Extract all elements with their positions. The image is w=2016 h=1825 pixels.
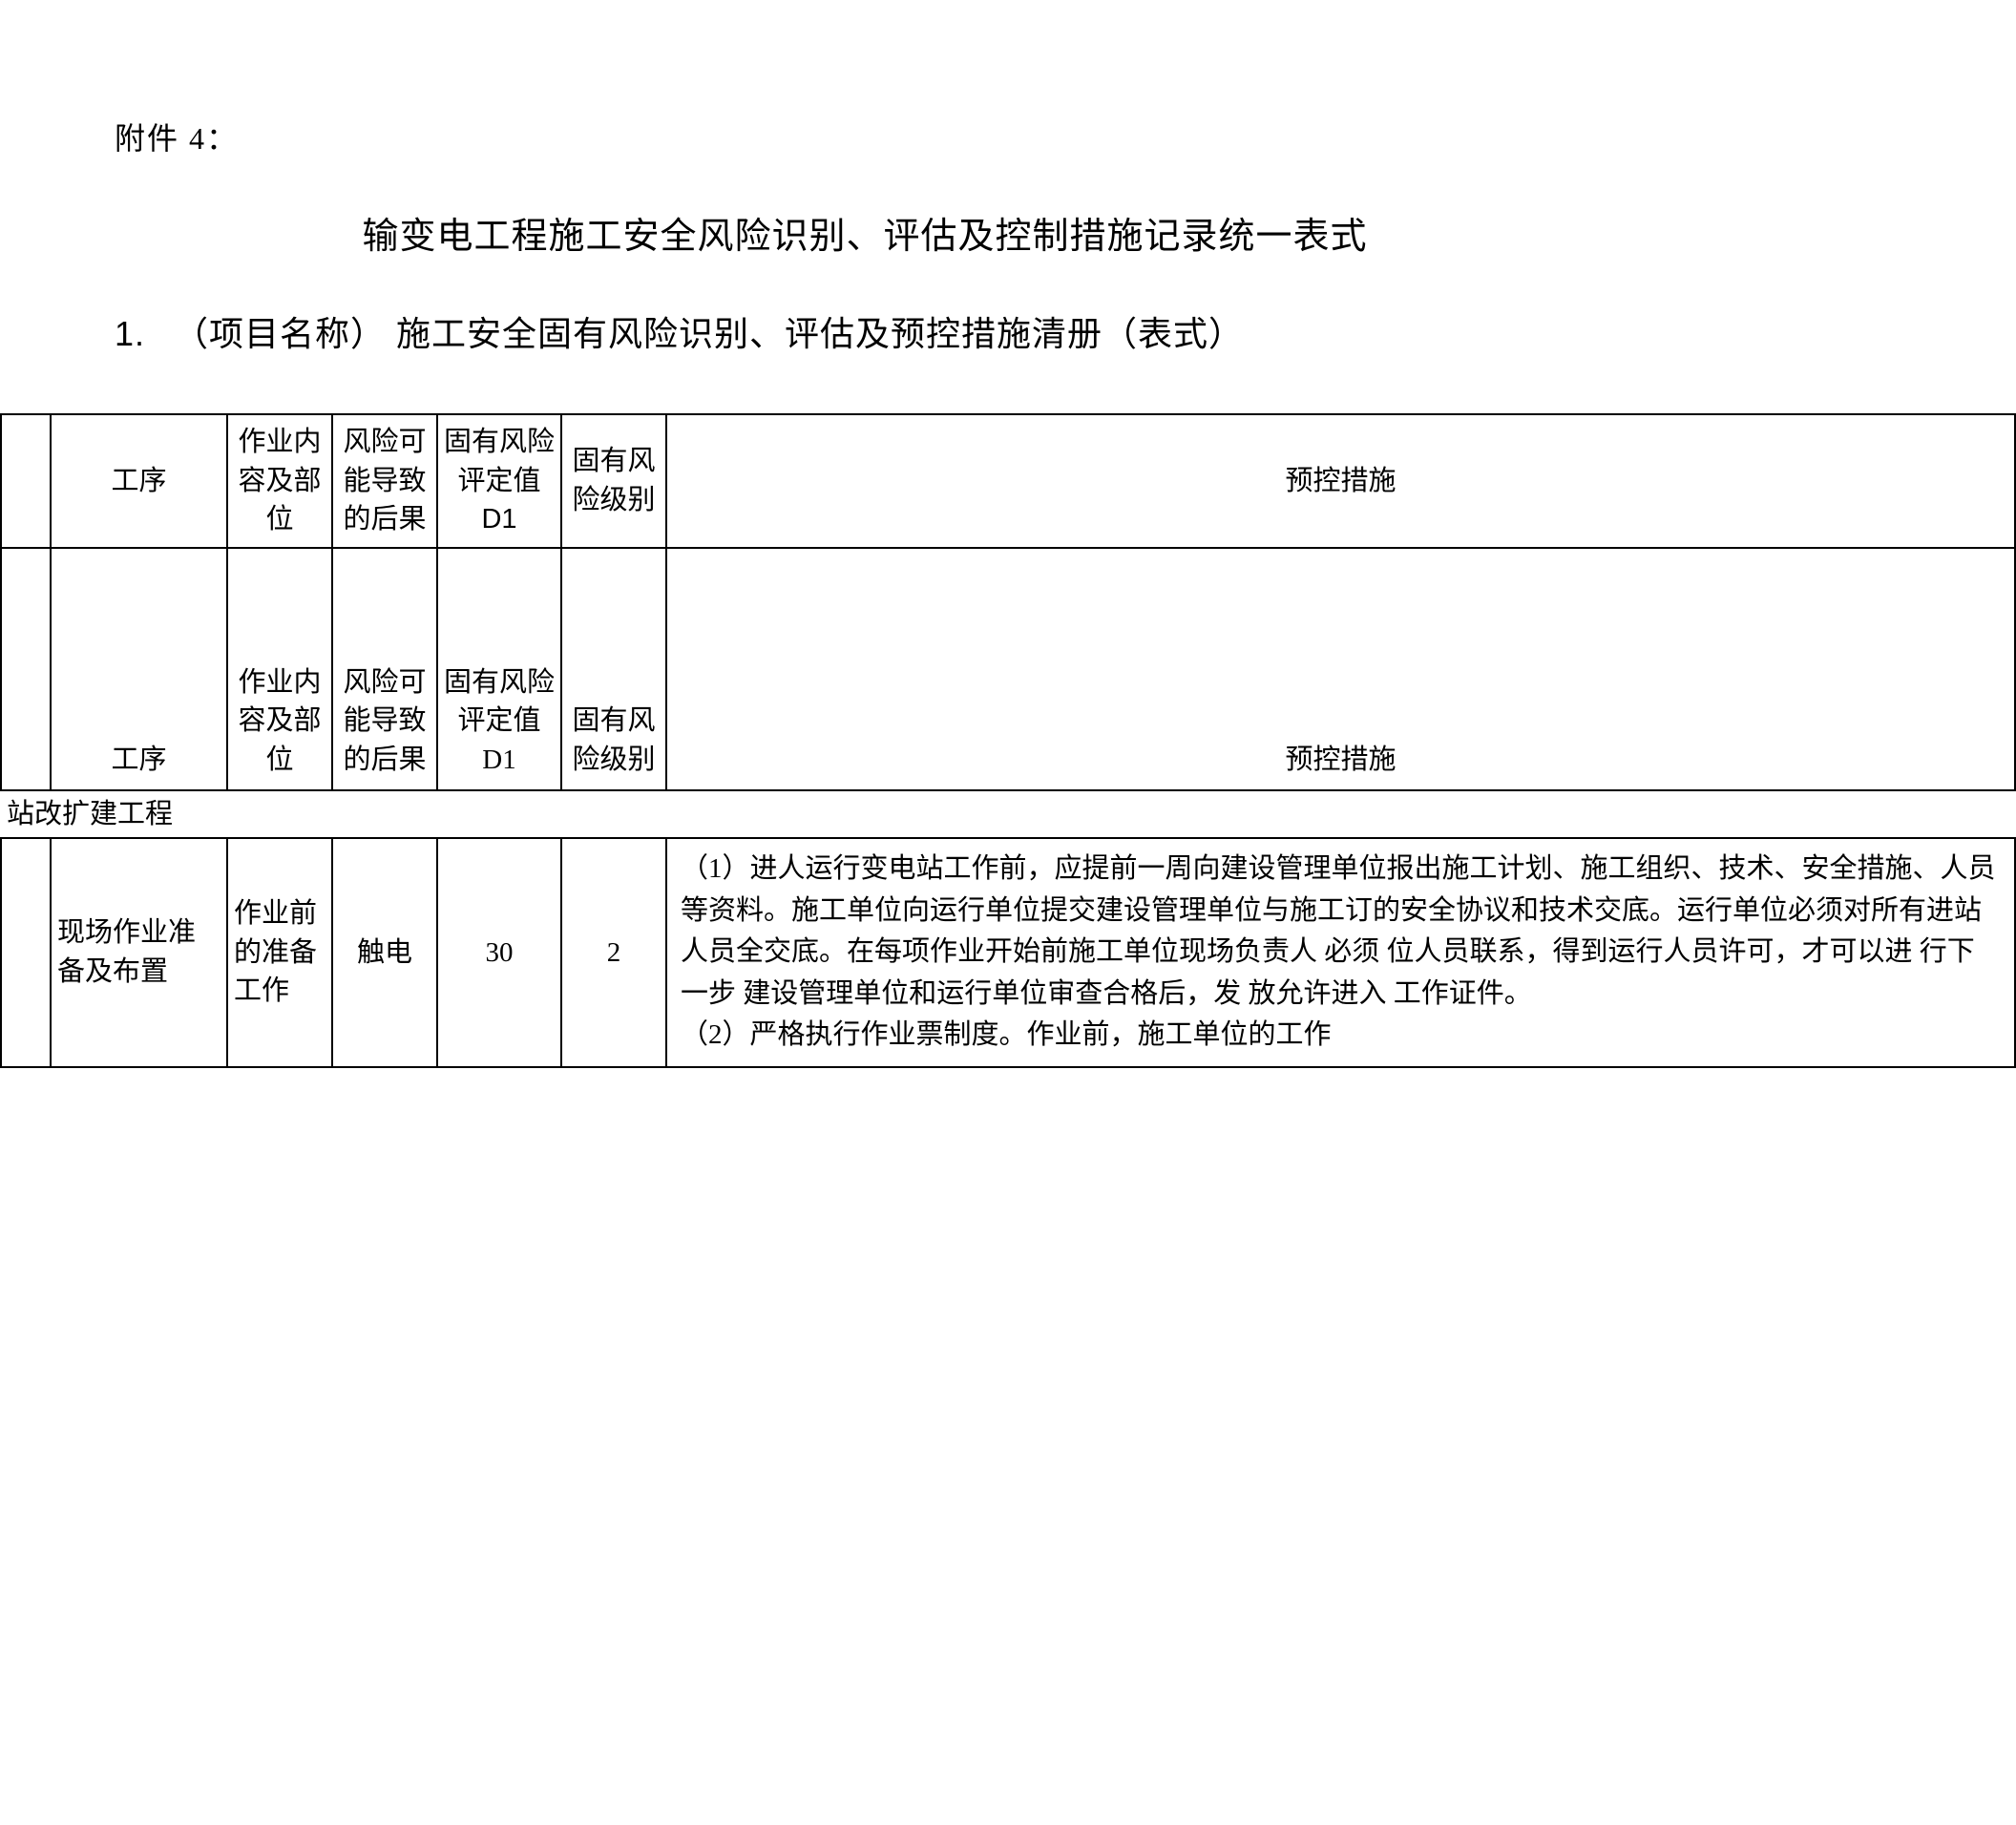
header-cell-level: 固有风险级别 xyxy=(561,414,666,548)
attachment-label: 附件 4： xyxy=(115,115,1901,158)
cell-d1: 30 xyxy=(437,838,561,1067)
subheader-cell-measure: 预控措施 xyxy=(666,548,2015,790)
header-cell-proc: 工序 xyxy=(51,414,227,548)
subheader-cell-proc: 工序 xyxy=(51,548,227,790)
section-label: 站改扩建工程 xyxy=(1,790,2015,839)
cell-seq xyxy=(1,838,51,1067)
subtitle-number: 1. xyxy=(115,314,145,353)
header-cell-d1: 固有风险评定值 D1 xyxy=(437,414,561,548)
table-header-row: 工序 作业内容及部位 风险可能导致的后果 固有风险评定值 D1 固有风险级别 预… xyxy=(1,414,2015,548)
subtitle-text: （项目名称） 施工安全固有风险识别、评估及预控措施清册（表式） xyxy=(174,314,1244,353)
cell-content: 作业前的准备工作 xyxy=(227,838,332,1067)
subheader-cell-content: 作业内容及部位 xyxy=(227,548,332,790)
subheader-cell-d1: 固有风险评定值 D1 xyxy=(437,548,561,790)
subheader-cell-level: 固有风险级别 xyxy=(561,548,666,790)
subheader-cell-seq xyxy=(1,548,51,790)
cell-measure: （1）进人运行变电站工作前，应提前一周向建设管理单位报出施工计划、施工组织、技术… xyxy=(666,838,2015,1067)
header-cell-measure: 预控措施 xyxy=(666,414,2015,548)
header-cell-seq xyxy=(1,414,51,548)
risk-table: 工序 作业内容及部位 风险可能导致的后果 固有风险评定值 D1 固有风险级别 预… xyxy=(0,413,2016,1068)
cell-risk: 触电 xyxy=(332,838,437,1067)
table-subheader-row: 工序 作业内容及部位 风险可能导致的后果 固有风险评定值 D1 固有风险级别 预… xyxy=(1,548,2015,790)
cell-proc: 现场作业准备及布置 xyxy=(51,838,227,1067)
sub-title: 1. （项目名称） 施工安全固有风险识别、评估及预控措施清册（表式） xyxy=(115,306,1901,356)
table-row: 现场作业准备及布置 作业前的准备工作 触电 30 2 （1）进人运行变电站工作前… xyxy=(1,838,2015,1067)
header-cell-risk: 风险可能导致的后果 xyxy=(332,414,437,548)
cell-level: 2 xyxy=(561,838,666,1067)
section-row: 站改扩建工程 xyxy=(1,790,2015,839)
subheader-cell-risk: 风险可能导致的后果 xyxy=(332,548,437,790)
main-title: 输变电工程施工安全风险识别、评估及控制措施记录统一表式 xyxy=(115,206,1901,259)
header-cell-content: 作业内容及部位 xyxy=(227,414,332,548)
